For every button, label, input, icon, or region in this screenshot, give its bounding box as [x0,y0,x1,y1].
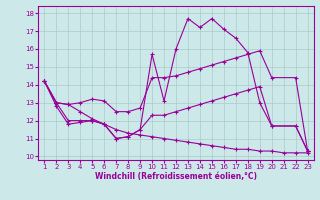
X-axis label: Windchill (Refroidissement éolien,°C): Windchill (Refroidissement éolien,°C) [95,172,257,181]
